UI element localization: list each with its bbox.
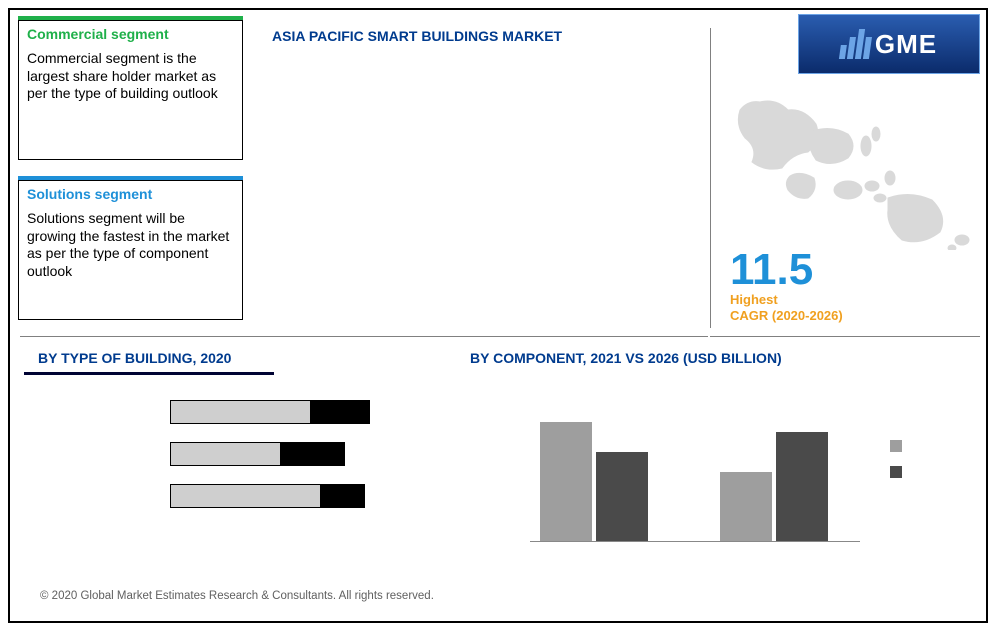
chart-baseline — [530, 541, 860, 542]
segment-box-solutions: Solutions segment Solutions segment will… — [18, 180, 243, 320]
top-section: Commercial segment Commercial segment is… — [10, 10, 986, 335]
chevron-circle-icon: ❯ — [318, 180, 336, 198]
legend-item-2026 — [890, 466, 902, 478]
building-bar-row — [170, 484, 430, 508]
chevron-circle-icon: ❯ — [318, 70, 336, 88]
main-title: ASIA PACIFIC SMART BUILDINGS MARKET — [272, 28, 562, 44]
bar-2026-group1 — [596, 452, 648, 542]
horizontal-divider-right — [710, 336, 980, 337]
building-bar-row — [170, 400, 430, 424]
bar-2026-group2 — [776, 432, 828, 542]
building-bar-chart — [170, 400, 430, 540]
building-chart-title: BY TYPE OF BUILDING, 2020 — [38, 350, 231, 366]
bar-2021-group1 — [540, 422, 592, 542]
logo-bars-icon — [839, 29, 873, 59]
component-bar-chart — [530, 390, 860, 560]
horizontal-divider-left — [20, 336, 708, 337]
bar-foreground — [320, 484, 365, 508]
segment-1-text: Commercial segment is the largest share … — [27, 50, 234, 103]
cagr-label: Highest CAGR (2020-2026) — [730, 292, 843, 325]
bar-foreground — [280, 442, 345, 466]
component-chart-title: BY COMPONENT, 2021 VS 2026 (USD BILLION) — [470, 350, 782, 366]
gme-logo: GME — [798, 14, 980, 74]
building-bar-row — [170, 442, 430, 466]
bar-2021-group2 — [720, 472, 772, 542]
page-frame: Commercial segment Commercial segment is… — [8, 8, 988, 623]
bar-foreground — [310, 400, 370, 424]
building-chart-underline — [24, 372, 274, 375]
logo-text: GME — [875, 29, 937, 60]
segment-1-title: Commercial segment — [27, 26, 234, 42]
segment-box-commercial: Commercial segment Commercial segment is… — [18, 20, 243, 160]
cagr-value: 11.5 — [730, 245, 813, 295]
asia-pacific-map — [730, 90, 975, 250]
segment-2-text: Solutions segment will be growing the fa… — [27, 210, 234, 280]
legend-item-2021 — [890, 440, 902, 452]
segment-2-title: Solutions segment — [27, 186, 234, 202]
legend-swatch — [890, 466, 902, 478]
legend-swatch — [890, 440, 902, 452]
cagr-label-line1: Highest — [730, 292, 778, 307]
cagr-label-line2: CAGR (2020-2026) — [730, 308, 843, 323]
copyright-text: © 2020 Global Market Estimates Research … — [40, 590, 434, 602]
component-chart-legend — [890, 440, 902, 478]
vertical-divider — [710, 28, 711, 328]
